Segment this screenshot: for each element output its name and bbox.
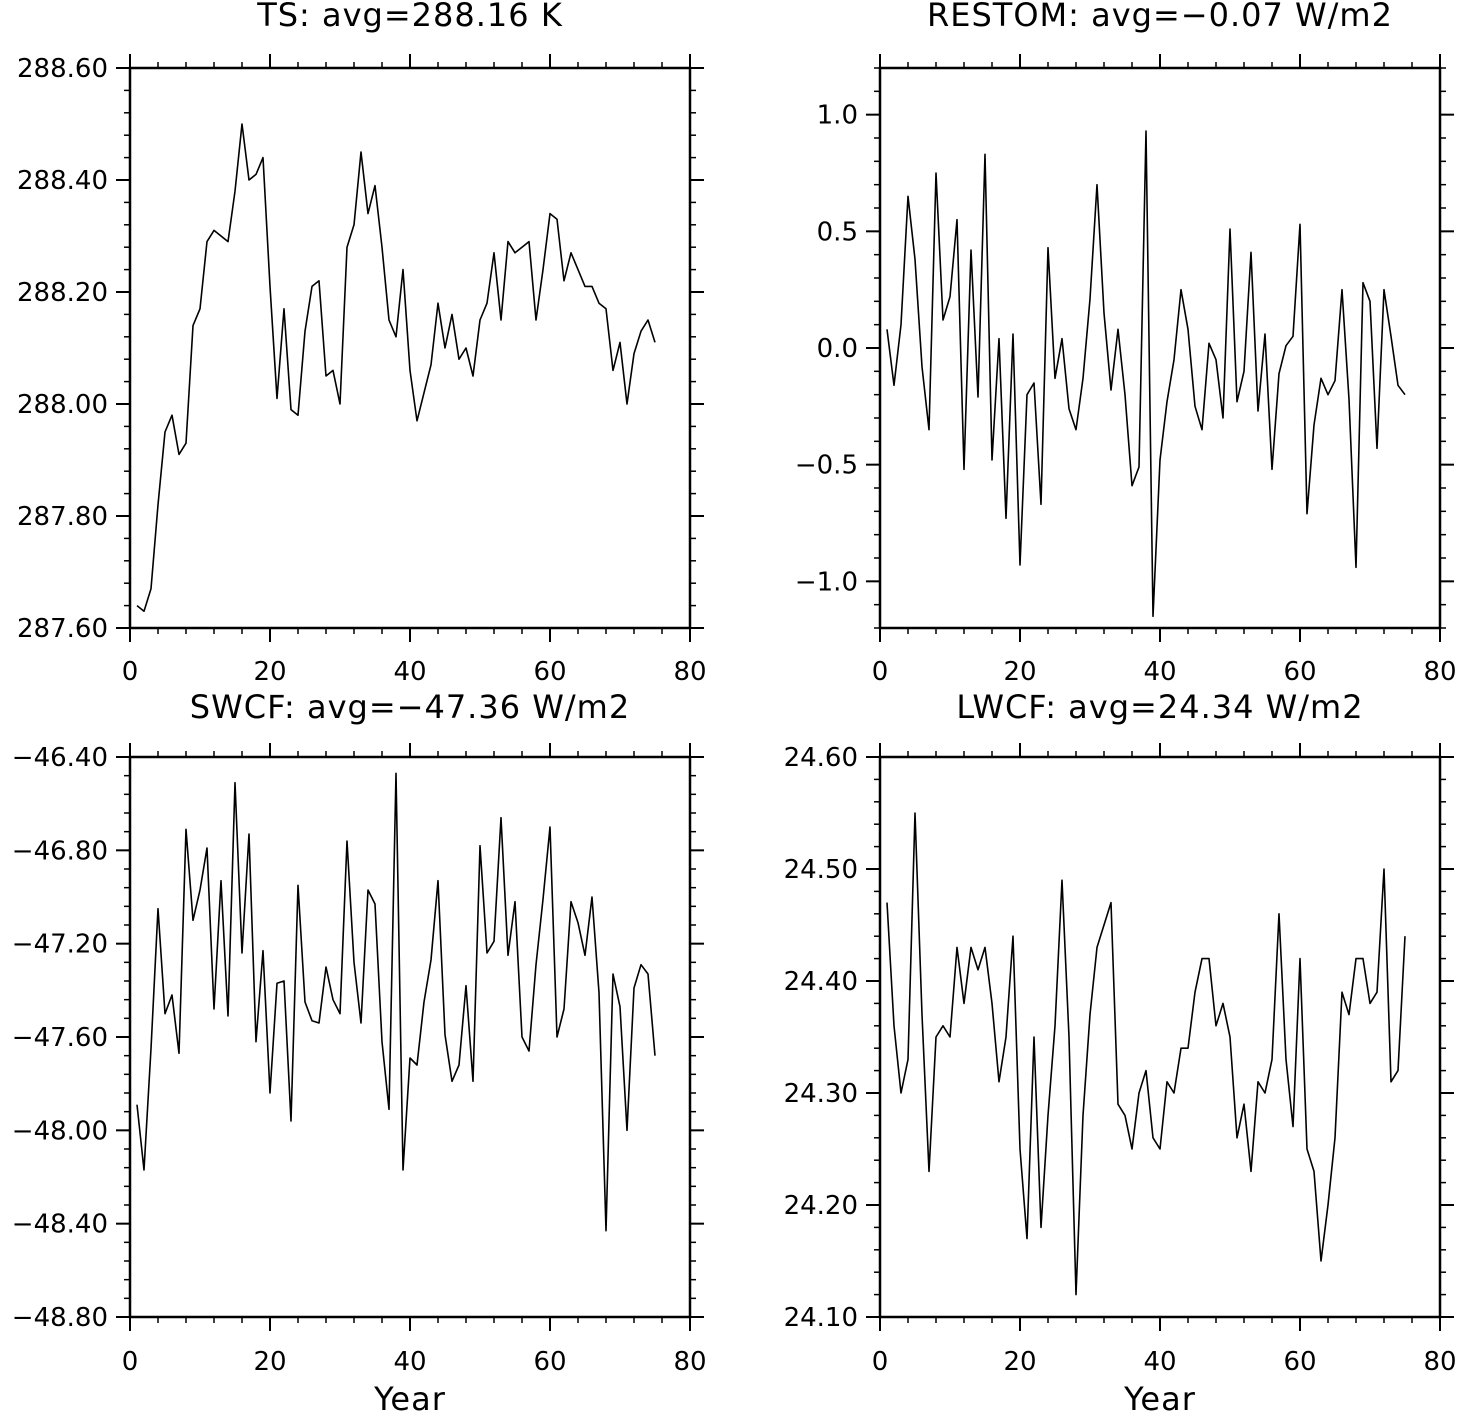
series-line — [886, 812, 1406, 1296]
x-tick-label: 80 — [1423, 657, 1456, 687]
chart-title: SWCF: avg=−47.36 W/m2 — [190, 688, 630, 726]
plot-frame — [128, 66, 692, 630]
y-tick-label: −48.40 — [12, 1210, 108, 1240]
y-tick-label: 24.40 — [784, 967, 858, 997]
x-tick-label: 80 — [1423, 1347, 1456, 1377]
x-tick-label: 20 — [253, 657, 286, 687]
y-tick-label: 288.20 — [17, 278, 108, 308]
plot-frame — [878, 755, 1442, 1319]
y-tick-label: 288.60 — [17, 54, 108, 84]
y-tick-label: 24.60 — [784, 743, 858, 773]
series-line — [886, 130, 1406, 618]
y-tick-label: −1.0 — [795, 567, 858, 597]
chart-title: TS: avg=288.16 K — [256, 0, 563, 34]
x-tick-label: 0 — [872, 657, 889, 687]
x-tick-label: 0 — [122, 657, 139, 687]
y-tick-label: −48.80 — [12, 1303, 108, 1333]
series-line — [136, 123, 656, 613]
y-tick-label: −46.40 — [12, 743, 108, 773]
y-tick-label: 1.0 — [817, 101, 858, 131]
x-tick-label: 60 — [1283, 1347, 1316, 1377]
y-tick-label: 24.20 — [784, 1191, 858, 1221]
y-tick-label: 0.0 — [817, 334, 858, 364]
chart-panel-1: TS: avg=288.16 K 287.60 287.80 288.00 288.20… — [17, 0, 707, 687]
plot-frame — [128, 755, 692, 1319]
y-tick-label: −48.00 — [12, 1116, 108, 1146]
x-tick-label: 20 — [1003, 657, 1036, 687]
y-tick-label: −46.80 — [12, 836, 108, 866]
y-tick-label: 0.5 — [817, 217, 858, 247]
x-tick-label: 60 — [1283, 657, 1316, 687]
y-tick-label: 287.80 — [17, 502, 108, 532]
x-tick-label: 20 — [1003, 1347, 1036, 1377]
y-tick-label: 287.60 — [17, 614, 108, 644]
y-tick-label: −47.60 — [12, 1023, 108, 1053]
x-tick-label: 0 — [122, 1347, 139, 1377]
x-axis-label: Year — [1123, 1380, 1196, 1416]
y-tick-label: 24.30 — [784, 1079, 858, 1109]
x-tick-label: 60 — [533, 1347, 566, 1377]
chart-panel-4: LWCF: avg=24.34 W/m2 24.10 24.20 24.30 24.40… — [784, 688, 1457, 1416]
x-tick-label: 0 — [872, 1347, 889, 1377]
x-tick-label: 20 — [253, 1347, 286, 1377]
chart-title: LWCF: avg=24.34 W/m2 — [956, 688, 1363, 726]
x-tick-label: 40 — [393, 1347, 426, 1377]
x-axis-label: Year — [373, 1380, 446, 1416]
chart-title: RESTOM: avg=−0.07 W/m2 — [927, 0, 1393, 34]
y-tick-label: −47.20 — [12, 930, 108, 960]
x-tick-label: 60 — [533, 657, 566, 687]
chart-panel-3: SWCF: avg=−47.36 W/m2 −48.80 −48.40 −48.00 −… — [12, 688, 707, 1416]
series-line — [136, 772, 656, 1232]
y-tick-label: 288.40 — [17, 166, 108, 196]
y-tick-label: 288.00 — [17, 390, 108, 420]
x-tick-label: 80 — [673, 1347, 706, 1377]
y-tick-label: 24.10 — [784, 1303, 858, 1333]
x-tick-label: 40 — [1143, 1347, 1176, 1377]
chart-panel-2: RESTOM: avg=−0.07 W/m2 −1.0 −0.5 0.0 0.5 1.0 0… — [795, 0, 1457, 687]
x-tick-label: 40 — [393, 657, 426, 687]
x-tick-label: 80 — [673, 657, 706, 687]
y-tick-label: 24.50 — [784, 855, 858, 885]
x-tick-label: 40 — [1143, 657, 1176, 687]
y-tick-label: −0.5 — [795, 451, 858, 481]
